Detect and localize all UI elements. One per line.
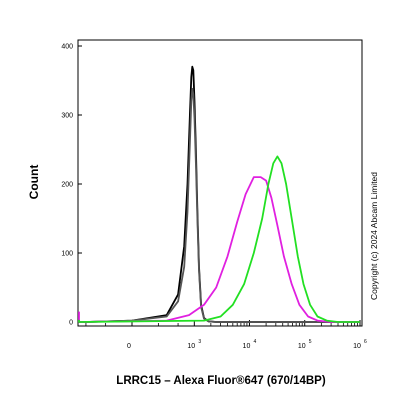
- series-layer: [78, 65, 360, 323]
- x-tick-exponent: 4: [253, 339, 256, 345]
- x-tick-exponent: 6: [364, 339, 367, 345]
- histogram-series-1: [79, 65, 360, 323]
- y-tick-label: 400: [61, 44, 73, 51]
- x-tick-label: 10: [353, 343, 361, 350]
- y-tick-label: 100: [61, 251, 73, 258]
- histogram-series-3: [78, 176, 360, 323]
- copyright-watermark: Copyright (c) 2024 Abcam Limited: [369, 172, 379, 300]
- histogram-series-4: [78, 155, 360, 323]
- x-tick-label: 10: [187, 343, 195, 350]
- y-tick-label: 200: [61, 182, 73, 189]
- plot-frame: [77, 39, 363, 327]
- y-tick-label: 300: [61, 113, 73, 120]
- y-tick-label: 0: [69, 320, 73, 327]
- x-tick-exponent: 5: [309, 339, 312, 345]
- y-axis-title: Count: [27, 165, 41, 200]
- x-axis-title: LRRC15 – Alexa Fluor®647 (670/14BP): [116, 375, 326, 387]
- x-tick-exponent: 3: [198, 339, 201, 345]
- histogram-series-2: [79, 87, 360, 323]
- x-tick-label: 10: [298, 343, 306, 350]
- x-tick-label: 10: [243, 343, 251, 350]
- x-tick-label: 0: [127, 343, 131, 350]
- y-axis: 0 100 200 300 400: [61, 44, 82, 327]
